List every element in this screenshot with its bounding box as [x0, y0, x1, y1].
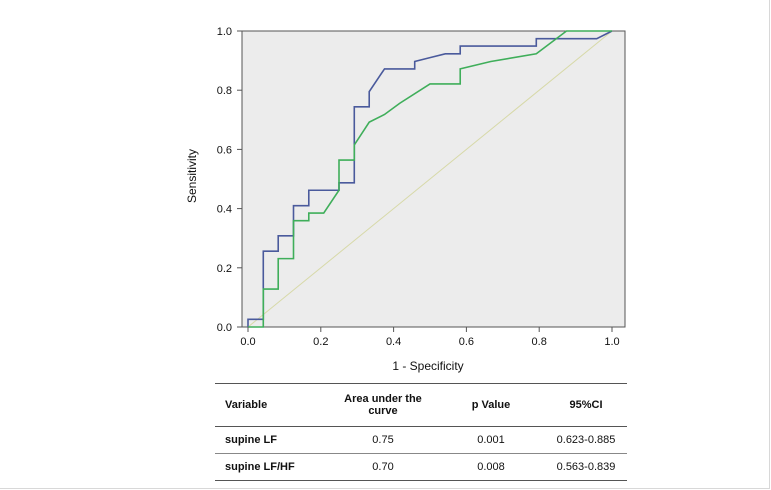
header-p-value: p Value: [437, 383, 545, 427]
y-tick-label: 1.0: [217, 26, 232, 38]
header-ci: 95%CI: [545, 383, 627, 427]
y-tick-label: 0.4: [217, 204, 232, 216]
header-auc: Area under the curve: [329, 383, 437, 427]
x-tick-label: 0.4: [386, 336, 401, 348]
auc-table: Variable Area under the curve p Value 95…: [215, 383, 627, 481]
row-p-value: 0.001: [437, 426, 545, 454]
table-row: supine LF 0.75 0.001 0.623-0.885: [215, 426, 627, 454]
plot-area: [241, 30, 626, 328]
row-variable: supine LF/HF: [215, 453, 329, 481]
y-tick-label: 0.0: [217, 322, 232, 334]
x-tick-label: 1.0: [604, 336, 619, 348]
header-variable: Variable: [215, 383, 329, 427]
roc-chart: 0.0 0.2 0.4 0.6 0.8 1.0 0.0 0.2 0.4 0.6 0.8 1.0 1 -…: [185, 26, 626, 373]
table-row: supine LF/HF 0.70 0.008 0.563-0.839: [215, 453, 627, 481]
y-tick-label: 0.2: [217, 263, 232, 275]
y-axis-label: Sensitivity: [185, 149, 199, 203]
series-line-supine-lf-hf: [248, 30, 612, 328]
series-line-reference: [247, 30, 613, 328]
x-tick-label: 0.6: [459, 336, 474, 348]
row-auc: 0.70: [329, 453, 437, 481]
row-auc: 0.75: [329, 426, 437, 454]
row-ci: 0.563-0.839: [545, 453, 627, 481]
row-ci: 0.623-0.885: [545, 426, 627, 454]
y-tick-label: 0.8: [217, 85, 232, 97]
y-tick-label: 0.6: [217, 144, 232, 156]
row-variable: supine LF: [215, 426, 329, 454]
table-header-row: Variable Area under the curve p Value 95…: [215, 383, 627, 427]
series-line-supine-lf: [247, 30, 613, 327]
x-axis-label: 1 - Specificity: [392, 359, 463, 373]
x-tick-label: 0.0: [240, 336, 255, 348]
x-tick-label: 0.2: [313, 336, 328, 348]
row-p-value: 0.008: [437, 453, 545, 481]
x-tick-label: 0.8: [532, 336, 547, 348]
